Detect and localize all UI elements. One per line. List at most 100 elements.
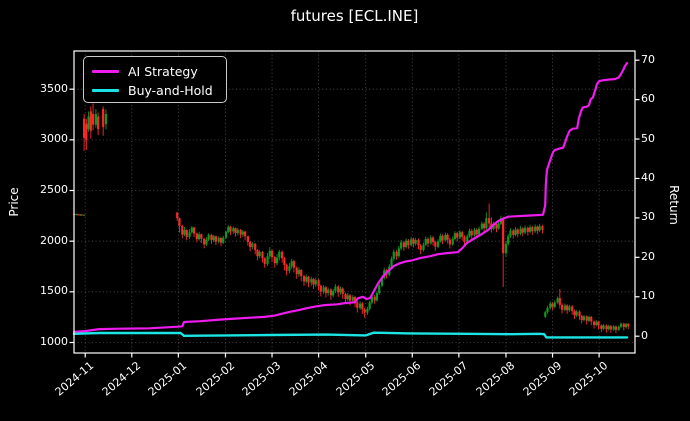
candle-body — [359, 303, 362, 308]
candle-body — [514, 229, 517, 235]
candle-body — [607, 326, 610, 330]
candle-body — [507, 236, 510, 244]
candle-body — [451, 238, 454, 245]
candle-body — [531, 227, 534, 232]
candle-body — [302, 276, 306, 282]
candle-body — [575, 311, 578, 316]
candle-body — [79, 214, 82, 216]
candle-body — [412, 239, 415, 244]
return-tick-label: 70 — [641, 52, 655, 66]
candle-body — [205, 239, 208, 245]
candle-body — [419, 245, 422, 251]
candle-body — [356, 302, 359, 308]
candle-body — [82, 214, 86, 216]
candle-body — [558, 298, 561, 305]
candle-body — [249, 241, 252, 248]
candle-body — [390, 258, 393, 267]
candle-body — [497, 223, 500, 229]
candle-body — [373, 296, 376, 301]
candle-body — [339, 288, 342, 293]
candle-body — [85, 124, 88, 141]
candle-body — [178, 218, 181, 226]
return-tick-label: 30 — [641, 210, 655, 224]
return-tick-label: 10 — [641, 289, 655, 303]
candle-body — [597, 321, 600, 326]
price-tick-label: 1500 — [40, 284, 68, 298]
candle-body — [224, 232, 228, 238]
price-tick-label: 2000 — [40, 233, 68, 247]
candle-body — [273, 257, 276, 264]
candle-body — [526, 227, 529, 232]
candle-body — [188, 232, 191, 237]
candle-body — [337, 286, 340, 293]
price-tick-label: 3500 — [40, 81, 68, 95]
candle-body — [361, 303, 364, 310]
candle-body — [468, 230, 471, 237]
candle-body — [75, 214, 78, 216]
candle-body — [600, 325, 603, 329]
candle-body — [410, 239, 413, 246]
candle-body — [595, 321, 598, 326]
return-tick-label: 60 — [641, 92, 655, 106]
candle-body — [290, 261, 293, 267]
candle-body — [424, 238, 427, 245]
candle-body — [485, 218, 488, 229]
candle-body — [624, 324, 628, 328]
candle-body — [439, 235, 442, 242]
candle-body — [241, 231, 244, 235]
candle-body — [332, 291, 335, 296]
candle-body — [422, 244, 425, 251]
candle-body — [190, 227, 193, 233]
candle-body — [314, 280, 317, 285]
buy-and-hold-line-swatch — [92, 89, 119, 92]
candle-body — [477, 228, 481, 235]
candle-body — [181, 225, 184, 235]
return-tick-label: 20 — [641, 249, 655, 263]
candle-body — [275, 257, 279, 264]
candle-body — [405, 240, 408, 248]
candle-body — [97, 116, 100, 130]
candle-body — [429, 237, 432, 244]
candle-body — [307, 276, 310, 283]
legend-item-ai-strategy: AI Strategy — [92, 62, 226, 81]
candle-body — [300, 270, 303, 277]
candle-body — [312, 279, 315, 285]
candle-body — [553, 302, 556, 307]
candle-body — [203, 238, 206, 245]
candle-body — [426, 238, 430, 244]
candle-body — [582, 316, 586, 321]
candle-body — [94, 114, 97, 125]
candle-body — [288, 266, 291, 271]
candle-body — [222, 237, 225, 243]
candle-body — [192, 227, 196, 234]
candle-body — [246, 236, 250, 242]
candle-body — [461, 232, 464, 237]
candle-body — [305, 276, 308, 282]
candle-body — [227, 226, 230, 233]
candle-body — [87, 116, 90, 130]
candle-body — [91, 114, 95, 125]
candle-body — [254, 243, 257, 251]
candle-body — [217, 237, 220, 242]
legend-label-buy-and-hold: Buy-and-Hold — [128, 83, 213, 98]
candle-body — [104, 114, 108, 125]
candle-body — [417, 239, 420, 246]
plot-frame — [73, 50, 636, 354]
candle-body — [560, 304, 564, 310]
candle-body — [239, 229, 242, 235]
candle-body — [281, 251, 284, 259]
candle-body — [395, 251, 398, 257]
candle-body — [407, 240, 410, 246]
candle-body — [251, 243, 254, 248]
candle-body — [587, 316, 591, 321]
candle-body — [236, 229, 239, 234]
candle-body — [380, 277, 384, 286]
candle-body — [176, 212, 179, 219]
candle-body — [436, 241, 440, 247]
candle-body — [470, 230, 473, 236]
candle-body — [319, 285, 322, 292]
candle-body — [334, 286, 337, 292]
candle-body — [366, 308, 369, 313]
candle-body — [195, 233, 198, 240]
candle-body — [351, 297, 354, 301]
